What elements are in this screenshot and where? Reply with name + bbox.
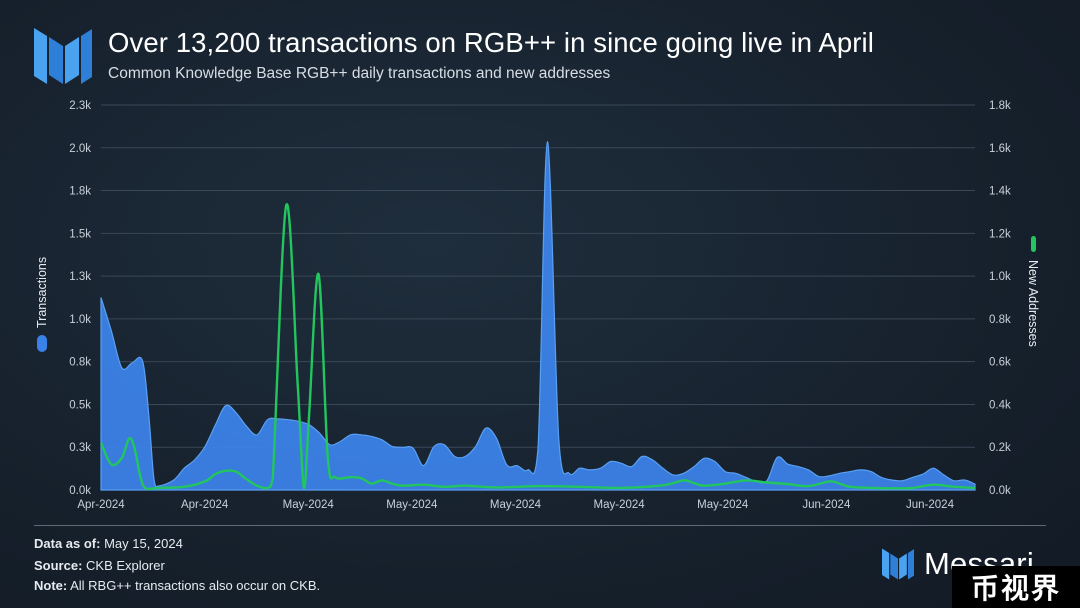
chart-subtitle: Common Knowledge Base RGB++ daily transa…	[108, 65, 611, 82]
note-line: Note: All RBG++ transactions also occur …	[34, 578, 320, 593]
right-axis-legend: New Addresses	[1026, 236, 1040, 347]
right-tick-label: 1.4k	[989, 186, 1011, 198]
left-axis-label: Transactions	[35, 257, 49, 328]
right-tick-label: 0.0k	[989, 485, 1011, 497]
left-tick-label: 1.5k	[69, 228, 91, 240]
right-axis-label: New Addresses	[1026, 260, 1040, 347]
x-axis-ticks: Apr-2024 Apr-2024 May-2024 May-2024 May-2024…	[77, 499, 954, 511]
new-addresses-line-layer	[99, 203, 976, 491]
new-addresses-line	[99, 203, 976, 491]
left-tick-label: 0.3k	[69, 442, 91, 454]
right-tick-label: 0.8k	[989, 314, 1011, 326]
transactions-area	[100, 141, 976, 491]
right-tick-label: 0.2k	[989, 442, 1011, 454]
left-tick-label: 2.0k	[69, 143, 91, 155]
x-tick-label: Apr-2024	[181, 499, 229, 511]
left-axis-legend: Transactions	[35, 257, 49, 352]
transactions-area-layer	[100, 141, 976, 491]
messari-logo-small-icon	[882, 548, 914, 580]
x-tick-label: Apr-2024	[77, 499, 125, 511]
messari-logo-icon	[34, 28, 92, 84]
footer-divider	[34, 525, 1046, 526]
left-tick-label: 0.5k	[69, 399, 91, 411]
source-line: Source: CKB Explorer	[34, 558, 165, 573]
x-tick-label: May-2024	[697, 499, 749, 511]
left-tick-label: 0.8k	[69, 357, 91, 369]
green-line-swatch-icon	[1031, 236, 1036, 252]
left-tick-label: 1.0k	[69, 314, 91, 326]
right-tick-label: 1.2k	[989, 228, 1011, 240]
x-tick-label: Jun-2024	[906, 499, 955, 511]
chart-title: Over 13,200 transactions on RGB++ in sin…	[108, 27, 874, 58]
x-tick-label: Jun-2024	[802, 499, 851, 511]
left-tick-label: 1.3k	[69, 271, 91, 283]
data-as-of-value: May 15, 2024	[100, 536, 183, 551]
x-tick-label: May-2024	[490, 499, 542, 511]
right-tick-label: 0.6k	[989, 357, 1011, 369]
note-value: All RBG++ transactions also occur on CKB…	[67, 578, 321, 593]
right-tick-label: 0.4k	[989, 399, 1011, 411]
left-axis-ticks: 0.0k 0.3k 0.5k 0.8k 1.0k 1.3k 1.5k 1.8k 2.0k 2.3k	[69, 100, 91, 497]
left-tick-label: 0.0k	[69, 485, 91, 497]
x-tick-label: May-2024	[594, 499, 646, 511]
left-tick-label: 2.3k	[69, 100, 91, 112]
data-as-of: Data as of: May 15, 2024	[34, 536, 183, 551]
right-tick-label: 1.8k	[989, 100, 1011, 112]
data-as-of-label: Data as of:	[34, 536, 101, 551]
right-axis-ticks: 0.0k 0.2k 0.4k 0.6k 0.8k 1.0k 1.2k 1.4k 1.6k 1.8k	[989, 100, 1011, 497]
right-tick-label: 1.6k	[989, 143, 1011, 155]
right-tick-label: 1.0k	[989, 271, 1011, 283]
blue-area-swatch-icon	[37, 335, 47, 352]
watermark: 币视界	[952, 566, 1080, 608]
x-tick-label: May-2024	[283, 499, 335, 511]
x-tick-label: May-2024	[386, 499, 438, 511]
source-value: CKB Explorer	[82, 558, 165, 573]
note-label: Note:	[34, 578, 68, 593]
source-label: Source:	[34, 558, 83, 573]
left-tick-label: 1.8k	[69, 186, 91, 198]
